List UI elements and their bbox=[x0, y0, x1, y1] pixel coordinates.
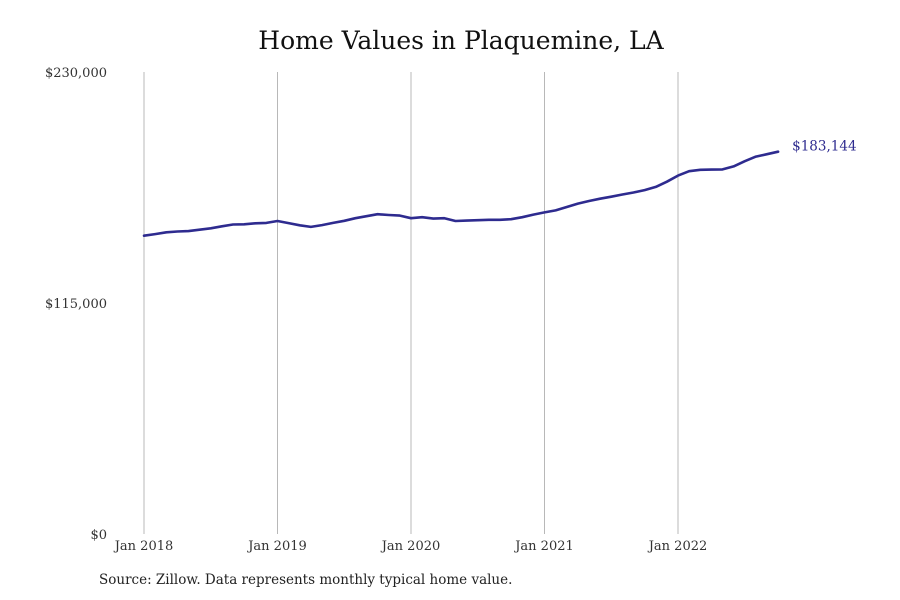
data-point bbox=[276, 220, 279, 223]
data-point bbox=[454, 220, 457, 223]
data-point bbox=[643, 189, 646, 192]
data-point bbox=[588, 200, 591, 203]
source-note: Source: Zillow. Data represents monthly … bbox=[99, 572, 513, 588]
data-point bbox=[532, 213, 535, 216]
data-point bbox=[766, 153, 769, 156]
x-tick-label: Jan 2021 bbox=[513, 539, 574, 554]
data-point bbox=[621, 193, 624, 196]
end-value-label: $183,144 bbox=[792, 139, 856, 155]
data-point bbox=[243, 223, 246, 226]
data-point bbox=[354, 217, 357, 220]
data-point bbox=[343, 220, 346, 223]
data-point bbox=[432, 217, 435, 220]
data-point bbox=[499, 219, 502, 222]
data-point bbox=[321, 224, 324, 227]
data-point bbox=[755, 155, 758, 158]
x-axis-ticks: Jan 2018 Jan 2019 Jan 2020 Jan 2021 Jan 2022 bbox=[113, 539, 708, 554]
data-point bbox=[154, 233, 157, 236]
data-point bbox=[198, 228, 201, 231]
data-point bbox=[310, 226, 313, 229]
data-point bbox=[388, 214, 391, 217]
data-point bbox=[744, 160, 747, 163]
data-point bbox=[210, 227, 213, 230]
data-point bbox=[566, 206, 569, 209]
y-tick-label: $0 bbox=[90, 528, 107, 543]
y-tick-label: $115,000 bbox=[45, 297, 107, 312]
data-point bbox=[221, 225, 224, 228]
data-point bbox=[176, 230, 179, 233]
data-point bbox=[577, 202, 580, 205]
series-line-0 bbox=[142, 150, 780, 237]
data-point bbox=[732, 165, 735, 168]
data-point bbox=[488, 219, 491, 222]
x-tick-label: Jan 2020 bbox=[380, 539, 441, 554]
data-point bbox=[287, 222, 290, 225]
data-point bbox=[699, 169, 702, 172]
data-point bbox=[265, 222, 268, 225]
y-axis-ticks: $0 $115,000 $230,000 bbox=[45, 66, 107, 543]
data-point bbox=[477, 219, 480, 222]
data-point bbox=[254, 222, 257, 225]
data-point bbox=[376, 213, 379, 216]
data-point bbox=[299, 224, 302, 227]
data-point bbox=[399, 214, 402, 217]
data-point bbox=[688, 170, 691, 173]
data-point bbox=[443, 217, 446, 220]
x-tick-label: Jan 2022 bbox=[647, 539, 708, 554]
data-point bbox=[666, 180, 669, 183]
data-point bbox=[554, 209, 557, 212]
data-point bbox=[187, 230, 190, 233]
data-point bbox=[610, 195, 613, 198]
x-tick-label: Jan 2019 bbox=[246, 539, 307, 554]
data-point bbox=[677, 174, 680, 177]
chart-title: Home Values in Plaquemine, LA bbox=[258, 26, 664, 55]
data-point bbox=[510, 218, 513, 221]
data-point bbox=[521, 216, 524, 219]
data-point bbox=[655, 186, 658, 189]
data-point bbox=[721, 168, 724, 171]
data-point bbox=[143, 234, 146, 237]
data-point bbox=[710, 168, 713, 171]
data-point bbox=[599, 197, 602, 200]
y-tick-label: $230,000 bbox=[45, 66, 107, 81]
data-point bbox=[421, 216, 424, 219]
x-tick-label: Jan 2018 bbox=[113, 539, 174, 554]
data-point bbox=[632, 191, 635, 194]
data-point bbox=[543, 211, 546, 214]
grid-lines bbox=[143, 72, 679, 534]
data-point bbox=[165, 231, 168, 234]
series-layer: $183,144 bbox=[142, 139, 857, 237]
data-point bbox=[777, 150, 780, 153]
data-point bbox=[465, 219, 468, 222]
data-point bbox=[410, 217, 413, 220]
data-point bbox=[332, 222, 335, 225]
data-point bbox=[232, 223, 235, 226]
data-point bbox=[365, 215, 368, 218]
